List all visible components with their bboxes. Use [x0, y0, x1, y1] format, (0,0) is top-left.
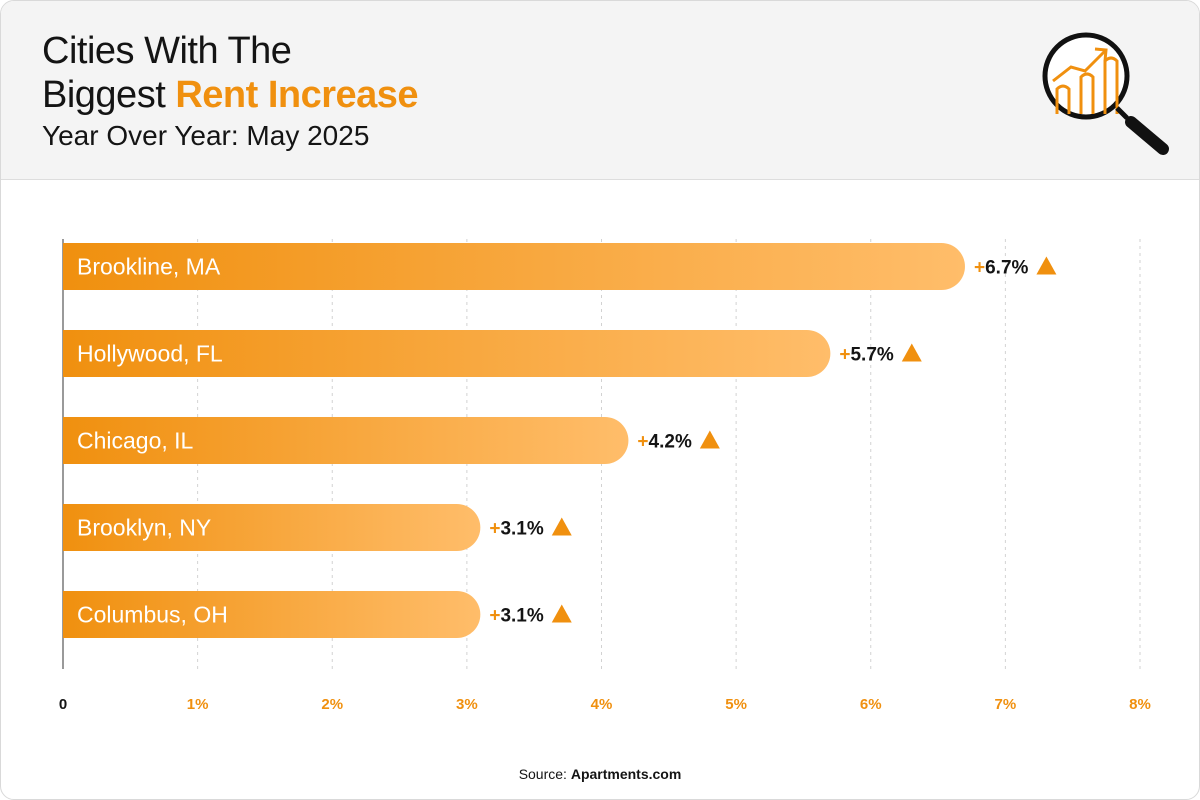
magnifier-chart-icon — [1042, 32, 1169, 155]
bar-value-label: +3.1% — [489, 606, 544, 627]
bar-chart: Brookline, MA +6.7% Hollywood, FL +5.7% Chic… — [59, 239, 1151, 713]
bar-category-label: Hollywood, FL — [77, 341, 223, 367]
bar-value-label: +6.7% — [974, 258, 1029, 279]
bar — [63, 417, 629, 464]
x-tick-label: 4% — [591, 696, 613, 713]
source-prefix: Source: — [518, 766, 571, 782]
source-note: Source: Apartments.com — [1, 766, 1199, 782]
increase-triangle-icon — [551, 604, 572, 623]
increase-triangle-icon — [901, 343, 922, 362]
title-accent: Rent Increase — [175, 74, 419, 116]
bar — [63, 504, 481, 551]
x-tick-label: 3% — [456, 696, 478, 713]
x-tick-label: 8% — [1129, 696, 1151, 713]
bar-value-label: +3.1% — [489, 519, 544, 540]
bar-category-label: Chicago, IL — [77, 428, 194, 454]
title-line-1: Cities With The — [42, 30, 292, 72]
bar-category-label: Columbus, OH — [77, 602, 228, 628]
x-tick-label: 1% — [187, 696, 209, 713]
x-tick-label: 0 — [59, 696, 67, 713]
source-name: Apartments.com — [570, 766, 682, 782]
title-line-2-prefix: Biggest — [42, 74, 176, 116]
x-tick-label: 5% — [725, 696, 747, 713]
x-tick-label: 6% — [860, 696, 882, 713]
bar — [63, 591, 481, 638]
page-subtitle: Year Over Year: May 2025 — [42, 120, 370, 151]
bar-category-label: Brooklyn, NY — [77, 515, 211, 541]
title-line-2: Biggest Rent Increase — [42, 73, 419, 117]
bar-value-label: +4.2% — [637, 432, 692, 453]
page-title: Cities With The Biggest Rent Increase — [42, 29, 419, 117]
bar-value-label: +5.7% — [839, 345, 894, 366]
header: Cities With The Biggest Rent Increase Ye… — [1, 1, 1199, 180]
x-tick-label: 7% — [995, 696, 1017, 713]
x-tick-label: 2% — [321, 696, 343, 713]
bar-category-label: Brookline, MA — [77, 254, 221, 280]
bar — [63, 243, 965, 290]
bar — [63, 330, 831, 377]
increase-triangle-icon — [1036, 256, 1057, 275]
increase-triangle-icon — [699, 430, 720, 449]
increase-triangle-icon — [551, 517, 572, 536]
